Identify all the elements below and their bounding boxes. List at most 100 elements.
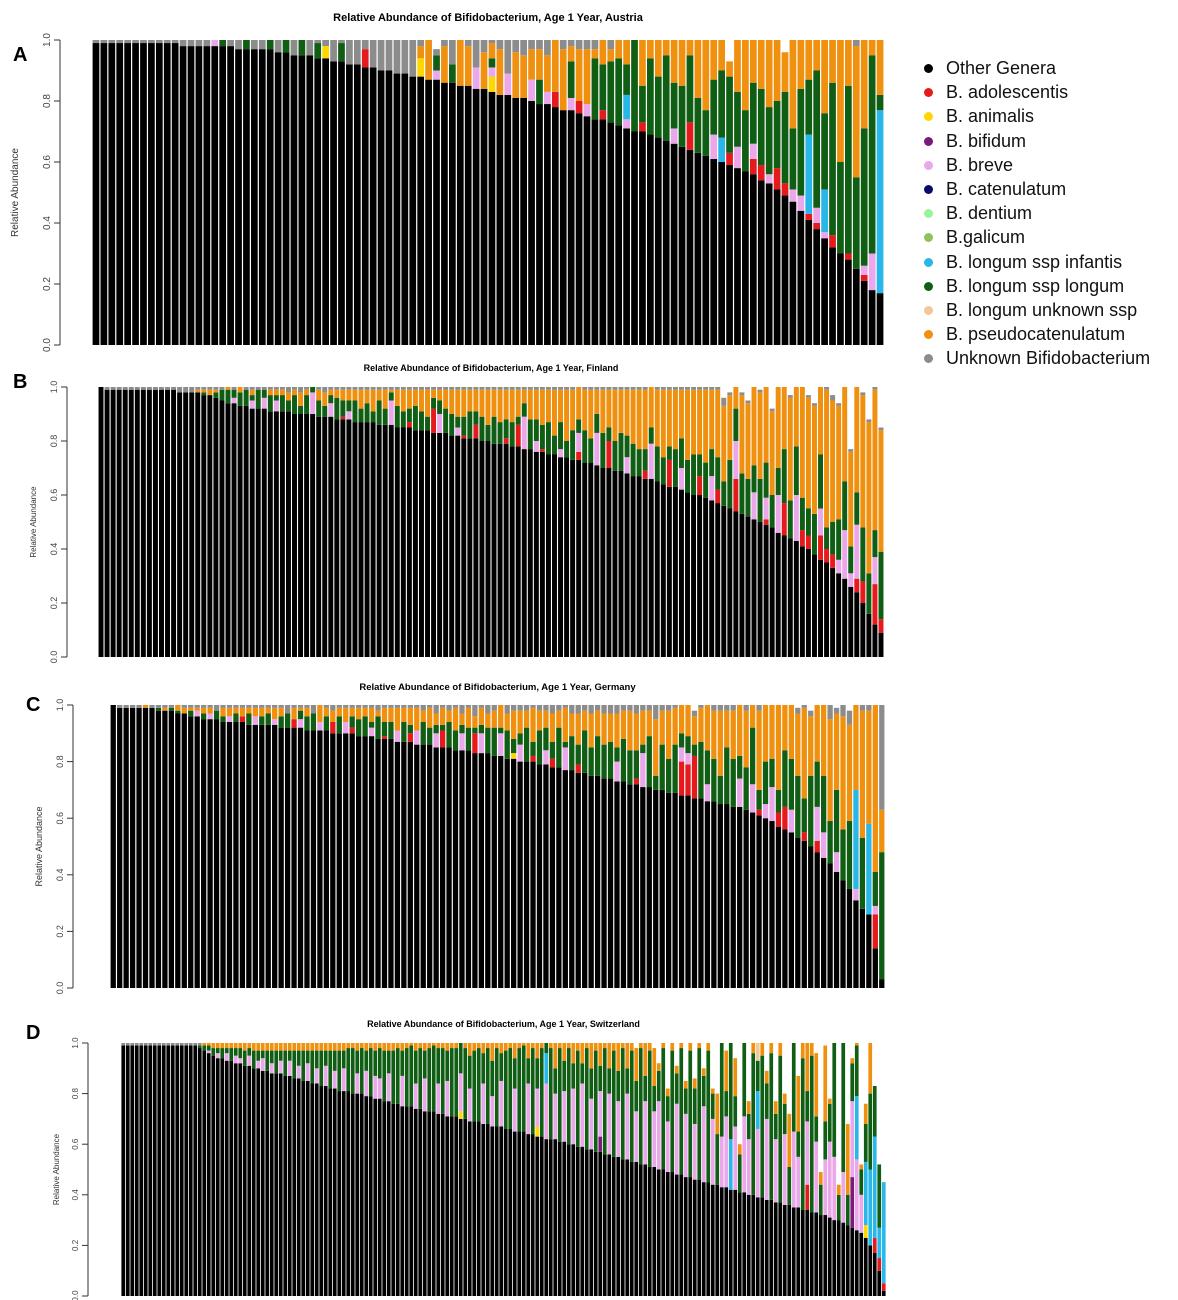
bar-segment — [600, 432, 606, 468]
bar-segment — [441, 46, 448, 83]
sample-bar — [427, 705, 433, 988]
bar-segment — [694, 97, 702, 153]
bar-segment — [726, 76, 733, 153]
bar-segment — [818, 535, 823, 560]
sample-bar — [799, 387, 805, 657]
sample-bar — [544, 1043, 549, 1296]
bar-segment — [860, 395, 866, 528]
bar-segment — [582, 705, 588, 711]
bar-segment — [630, 476, 636, 657]
bar-segment — [231, 397, 237, 404]
bar-segment — [129, 707, 136, 988]
sample-bar — [697, 1043, 702, 1296]
bar-segment — [296, 1050, 301, 1066]
bar-segment — [291, 707, 297, 720]
bar-segment — [140, 387, 146, 390]
bar-segment — [504, 758, 510, 988]
bar-segment — [125, 1045, 130, 1296]
bar-segment — [584, 1043, 589, 1049]
sample-bar — [756, 705, 762, 988]
sample-bar — [805, 1043, 810, 1296]
bar-segment — [539, 1048, 544, 1137]
bar-segment — [388, 424, 394, 657]
legend-label: B. dentium — [946, 203, 1033, 224]
sample-bar — [265, 1043, 270, 1296]
bar-segment — [805, 79, 813, 135]
bar-segment — [813, 70, 821, 208]
bar-segment — [143, 1045, 148, 1296]
bar-segment — [255, 389, 261, 409]
sample-bar — [809, 1043, 814, 1296]
bar-segment — [509, 446, 515, 657]
bar-segment — [265, 1050, 270, 1071]
bar-segment — [382, 1101, 387, 1296]
bar-segment — [310, 387, 316, 393]
bar-segment — [305, 1050, 310, 1064]
sample-bar — [607, 705, 614, 988]
sample-bar — [520, 40, 527, 345]
bar-segment — [848, 449, 854, 452]
bar-segment — [575, 101, 583, 114]
sample-bar — [394, 705, 401, 988]
bar-segment — [548, 1048, 553, 1140]
sample-bar — [711, 705, 717, 988]
bar-segment — [418, 1048, 423, 1109]
bar-segment — [317, 705, 323, 722]
bar-segment — [827, 705, 833, 720]
bar-segment — [465, 727, 472, 751]
bar-segment — [800, 1058, 805, 1210]
bar-segment — [872, 871, 878, 906]
bar-segment — [854, 1096, 859, 1160]
bar-segment — [793, 446, 799, 495]
bar-segment — [330, 61, 337, 345]
bar-segment — [607, 1154, 612, 1296]
bar-segment — [163, 43, 171, 346]
bar-segment — [496, 40, 504, 50]
sample-bar — [227, 40, 234, 345]
bar-segment — [92, 43, 100, 346]
bar-segment — [545, 389, 551, 423]
bar-segment — [322, 416, 328, 657]
sample-bar — [528, 40, 535, 345]
bar-segment — [653, 705, 659, 720]
bar-segment — [467, 1055, 472, 1089]
sample-bar — [846, 710, 853, 988]
bar-segment — [202, 1050, 207, 1296]
sample-bar — [570, 387, 576, 657]
legend-item: B. longum unknown ssp — [924, 300, 1174, 324]
bar-segment — [207, 719, 213, 988]
bar-segment — [544, 104, 551, 345]
bar-segment — [202, 1043, 207, 1046]
bar-segment — [535, 1136, 540, 1296]
bar-segment — [290, 55, 298, 345]
bar-segment — [511, 758, 517, 988]
sample-bar — [627, 705, 633, 988]
bar-segment — [512, 1043, 517, 1059]
sample-bar — [305, 1043, 310, 1296]
bar-segment — [490, 1126, 495, 1296]
bar-segment — [436, 1083, 441, 1114]
sample-bar — [860, 40, 868, 345]
bar-segment — [481, 1123, 486, 1296]
bar-segment — [795, 775, 801, 839]
bar-segment — [171, 40, 179, 44]
bar-segment — [261, 389, 267, 398]
sample-bar — [481, 1043, 486, 1296]
sample-bar — [283, 1043, 288, 1296]
bar-segment — [594, 710, 601, 737]
sample-bar — [769, 705, 775, 988]
bar-segment — [746, 1194, 751, 1296]
bar-segment — [305, 1080, 310, 1296]
bar-segment — [213, 705, 220, 711]
bar-segment — [543, 727, 549, 751]
bar-segment — [666, 705, 672, 711]
bar-segment — [562, 1060, 567, 1092]
bar-segment — [781, 195, 789, 345]
bar-segment — [726, 61, 733, 77]
sample-bar — [512, 40, 520, 345]
bar-segment — [715, 489, 721, 504]
sample-bar — [549, 705, 556, 988]
sample-bar — [224, 1043, 229, 1296]
bar-segment — [580, 1146, 585, 1296]
bar-segment — [134, 1045, 139, 1296]
